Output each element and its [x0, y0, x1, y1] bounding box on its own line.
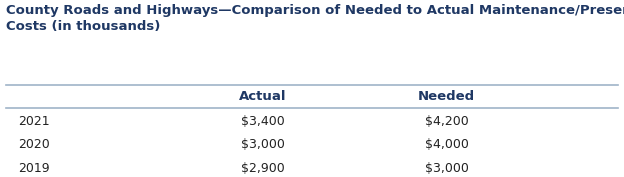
Text: $4,200: $4,200 — [425, 115, 469, 128]
Text: 2019: 2019 — [19, 162, 50, 175]
Text: $4,000: $4,000 — [424, 138, 469, 151]
Text: $3,000: $3,000 — [241, 138, 285, 151]
Text: County Roads and Highways—Comparison of Needed to Actual Maintenance/Preservatio: County Roads and Highways—Comparison of … — [6, 4, 624, 33]
Text: $3,000: $3,000 — [424, 162, 469, 175]
Text: Needed: Needed — [418, 90, 475, 103]
Text: 2020: 2020 — [19, 138, 50, 151]
Text: Actual: Actual — [240, 90, 287, 103]
Text: $2,900: $2,900 — [241, 162, 285, 175]
Text: 2021: 2021 — [19, 115, 50, 128]
Text: $3,400: $3,400 — [241, 115, 285, 128]
